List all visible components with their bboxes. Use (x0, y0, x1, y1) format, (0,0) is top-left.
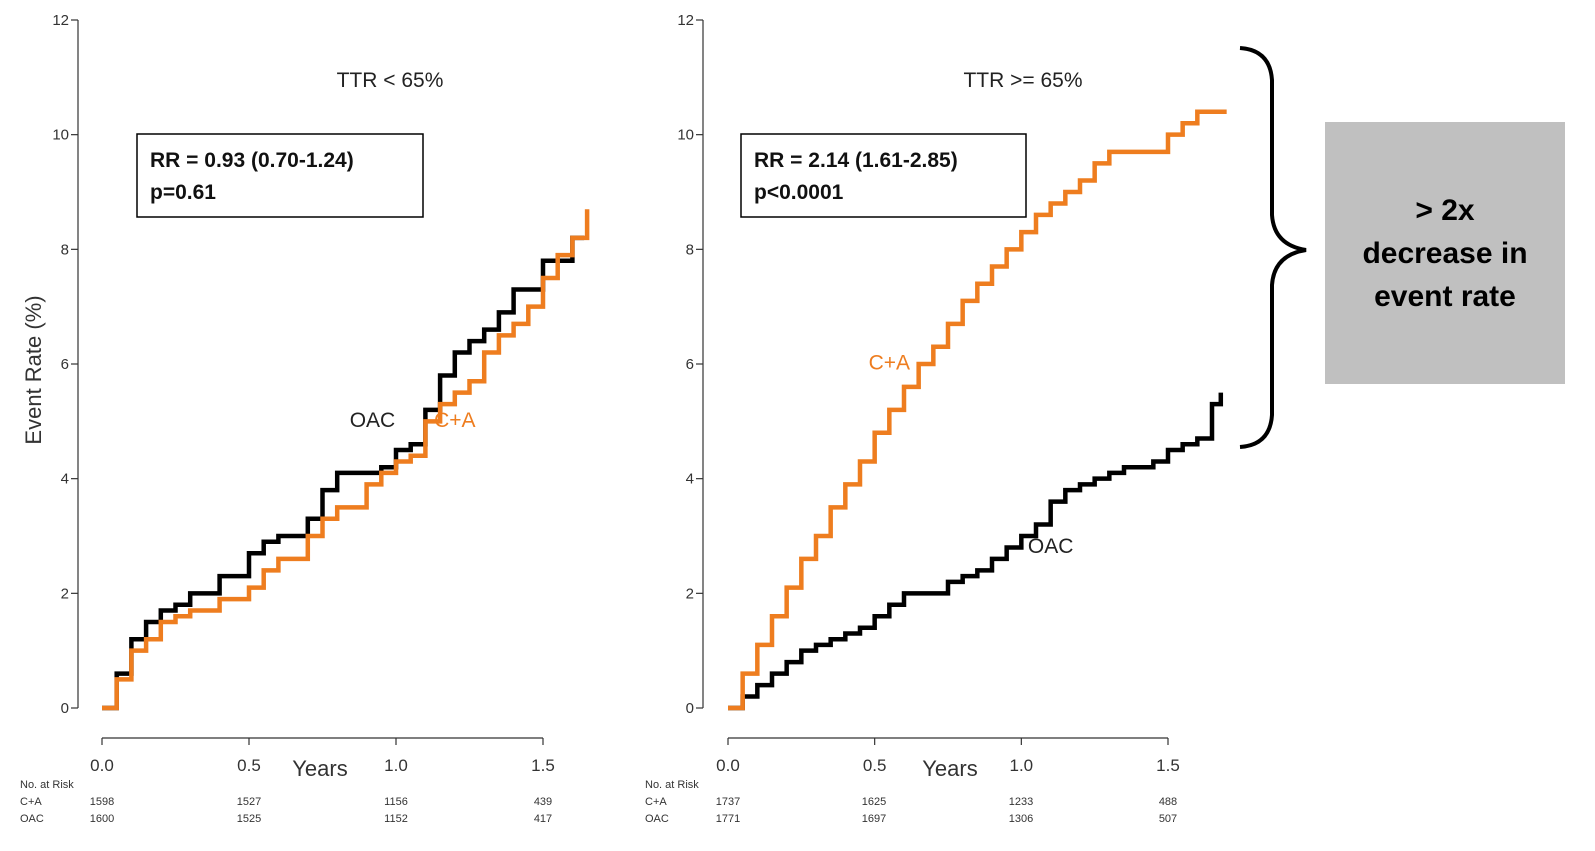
y-tick-label: 2 (686, 585, 694, 602)
curve-label: OAC (350, 409, 396, 432)
y-tick-label: 2 (61, 585, 69, 602)
x-tick-label: 0.0 (90, 756, 114, 775)
y-tick-label: 0 (686, 700, 694, 717)
left-chart-title: TTR < 65% (337, 69, 444, 92)
x-tick-label: 1.5 (1156, 756, 1180, 775)
left-chart-panel: Event Rate (%) TTR < 65% RR = 0.93 (0.70… (20, 12, 590, 825)
left-x-axis-label: Years (292, 756, 347, 781)
at-risk-value: 1697 (862, 813, 886, 825)
at-risk-value: 439 (534, 796, 552, 808)
y-tick-label: 0 (61, 700, 69, 717)
series-line-oac (102, 235, 585, 711)
right-stats-rr: RR = 2.14 (1.61-2.85) (754, 149, 958, 172)
curve-label: C+A (434, 409, 475, 432)
at-risk-value: 1771 (716, 813, 740, 825)
at-risk-value: 1598 (90, 796, 114, 808)
y-tick-label: 12 (52, 12, 69, 29)
x-tick-label: 1.0 (1010, 756, 1034, 775)
right-chart-title: TTR >= 65% (963, 69, 1082, 92)
y-tick-label: 10 (677, 127, 694, 144)
curve-label: C+A (869, 352, 910, 375)
y-tick-label: 8 (686, 241, 694, 258)
brace-icon (1239, 46, 1307, 449)
at-risk-value: 417 (534, 813, 552, 825)
right-at-risk-label-oac: OAC (645, 813, 669, 825)
callout-box: > 2x decrease in event rate (1325, 122, 1565, 384)
y-tick-label: 6 (61, 356, 69, 373)
y-tick-label: 4 (61, 471, 69, 488)
right-at-risk-header: No. at Risk (645, 779, 699, 791)
callout-text: > 2x decrease in event rate (1362, 193, 1528, 313)
right-x-axis-label: Years (922, 756, 977, 781)
left-stats-p: p=0.61 (150, 181, 216, 204)
at-risk-value: 1233 (1009, 796, 1033, 808)
right-stats-box (740, 133, 1027, 218)
left-at-risk-label-ca: C+A (20, 796, 42, 808)
y-tick-label: 12 (677, 12, 694, 29)
x-tick-label: 0.0 (716, 756, 740, 775)
at-risk-value: 1306 (1009, 813, 1033, 825)
at-risk-value: 1625 (862, 796, 886, 808)
curve-label: OAC (1028, 535, 1074, 558)
y-tick-label: 8 (61, 241, 69, 258)
at-risk-value: 1152 (384, 813, 408, 825)
left-stats-rr: RR = 0.93 (0.70-1.24) (150, 149, 354, 172)
y-tick-label: 4 (686, 471, 694, 488)
left-at-risk-label-oac: OAC (20, 813, 44, 825)
x-tick-label: 1.0 (384, 756, 408, 775)
x-tick-label: 0.5 (863, 756, 887, 775)
left-at-risk-header: No. at Risk (20, 779, 74, 791)
series-line-c-a (728, 109, 1227, 711)
at-risk-value: 1600 (90, 813, 114, 825)
series-line-oac (728, 392, 1224, 711)
y-tick-label: 10 (52, 127, 69, 144)
right-at-risk-label-ca: C+A (645, 796, 667, 808)
x-tick-label: 0.5 (237, 756, 261, 775)
right-chart-panel: TTR >= 65% RR = 2.14 (1.61-2.85) p<0.000… (645, 12, 1227, 825)
at-risk-value: 507 (1159, 813, 1177, 825)
at-risk-value: 1156 (384, 796, 408, 808)
at-risk-value: 488 (1159, 796, 1177, 808)
at-risk-value: 1527 (237, 796, 261, 808)
right-stats-p: p<0.0001 (754, 181, 844, 204)
at-risk-value: 1737 (716, 796, 740, 808)
x-tick-label: 1.5 (531, 756, 555, 775)
left-y-axis-label: Event Rate (%) (21, 295, 46, 444)
at-risk-value: 1525 (237, 813, 261, 825)
series-line-c-a (102, 209, 590, 711)
y-tick-label: 6 (686, 356, 694, 373)
left-stats-box (136, 133, 424, 218)
